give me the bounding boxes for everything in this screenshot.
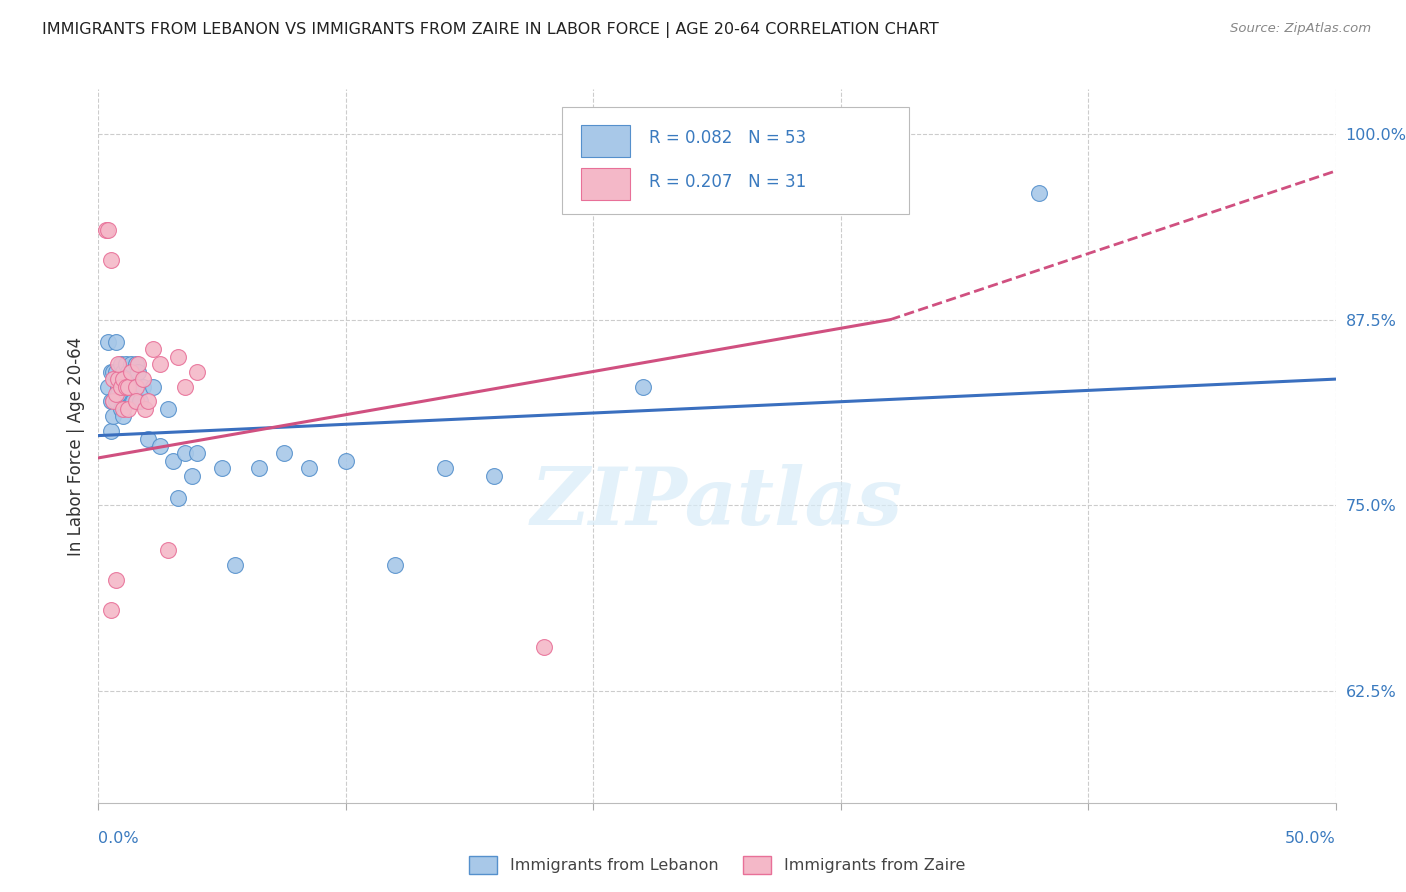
Point: [136, 432, 159, 446]
Point: [162, 454, 184, 468]
Point: [107, 387, 129, 401]
Point: [97, 223, 120, 237]
Point: [103, 394, 125, 409]
Point: [97, 334, 120, 349]
Y-axis label: In Labor Force | Age 20-64: In Labor Force | Age 20-64: [66, 336, 84, 556]
Point: [114, 379, 136, 393]
Point: [110, 357, 132, 371]
Point: [149, 439, 172, 453]
Point: [112, 401, 135, 416]
Point: [112, 394, 135, 409]
Point: [211, 461, 233, 475]
Point: [103, 372, 125, 386]
Point: [104, 365, 127, 379]
Point: [124, 357, 146, 371]
Point: [103, 394, 125, 409]
Point: [107, 394, 129, 409]
Point: [94, 223, 117, 237]
Point: [104, 573, 127, 587]
Point: [104, 387, 127, 401]
Point: [107, 379, 129, 393]
Point: [107, 372, 129, 386]
Point: [124, 394, 146, 409]
Point: [156, 543, 179, 558]
Text: 50.0%: 50.0%: [1285, 831, 1336, 847]
Point: [122, 394, 145, 409]
Legend: Immigrants from Lebanon, Immigrants from Zaire: Immigrants from Lebanon, Immigrants from…: [463, 849, 972, 880]
Text: Source: ZipAtlas.com: Source: ZipAtlas.com: [1230, 22, 1371, 36]
Point: [129, 394, 152, 409]
Text: R = 0.207   N = 31: R = 0.207 N = 31: [650, 173, 806, 191]
Point: [533, 640, 555, 654]
Point: [117, 394, 139, 409]
Point: [100, 424, 122, 438]
Point: [114, 357, 136, 371]
Point: [132, 379, 155, 393]
Point: [124, 379, 146, 393]
Point: [142, 379, 165, 393]
Point: [103, 409, 125, 424]
Point: [631, 379, 654, 393]
Point: [433, 461, 456, 475]
Point: [186, 446, 208, 460]
Point: [117, 379, 139, 393]
Point: [114, 379, 136, 393]
Point: [132, 372, 155, 386]
Point: [142, 343, 165, 357]
Point: [97, 379, 120, 393]
Point: [149, 357, 172, 371]
Point: [120, 365, 142, 379]
Point: [298, 461, 321, 475]
Point: [110, 401, 132, 416]
Point: [174, 379, 197, 393]
Point: [156, 401, 179, 416]
Point: [103, 365, 125, 379]
Point: [100, 394, 122, 409]
Point: [166, 350, 188, 364]
Point: [107, 357, 129, 371]
Point: [100, 602, 122, 616]
Point: [224, 558, 246, 572]
Point: [100, 365, 122, 379]
Point: [117, 365, 139, 379]
Point: [181, 468, 204, 483]
Text: R = 0.082   N = 53: R = 0.082 N = 53: [650, 128, 806, 146]
Point: [100, 253, 122, 268]
Point: [112, 365, 135, 379]
FancyBboxPatch shape: [562, 107, 908, 214]
Point: [110, 372, 132, 386]
Point: [166, 491, 188, 505]
Point: [136, 394, 159, 409]
Point: [247, 461, 270, 475]
Point: [127, 365, 149, 379]
Text: IMMIGRANTS FROM LEBANON VS IMMIGRANTS FROM ZAIRE IN LABOR FORCE | AGE 20-64 CORR: IMMIGRANTS FROM LEBANON VS IMMIGRANTS FR…: [42, 22, 939, 38]
Point: [104, 394, 127, 409]
Point: [110, 379, 132, 393]
Point: [120, 357, 142, 371]
Point: [104, 334, 127, 349]
Point: [384, 558, 406, 572]
Text: ZIPatlas: ZIPatlas: [531, 465, 903, 541]
Point: [117, 401, 139, 416]
FancyBboxPatch shape: [581, 125, 630, 157]
Point: [186, 365, 208, 379]
Point: [124, 379, 146, 393]
Point: [484, 468, 506, 483]
Point: [110, 394, 132, 409]
Point: [1028, 186, 1050, 201]
FancyBboxPatch shape: [581, 168, 630, 200]
Point: [273, 446, 295, 460]
Point: [134, 401, 156, 416]
Point: [120, 379, 142, 393]
Point: [127, 357, 149, 371]
Point: [112, 372, 135, 386]
Point: [335, 454, 357, 468]
Point: [112, 409, 135, 424]
Point: [174, 446, 197, 460]
Text: 0.0%: 0.0%: [98, 831, 139, 847]
